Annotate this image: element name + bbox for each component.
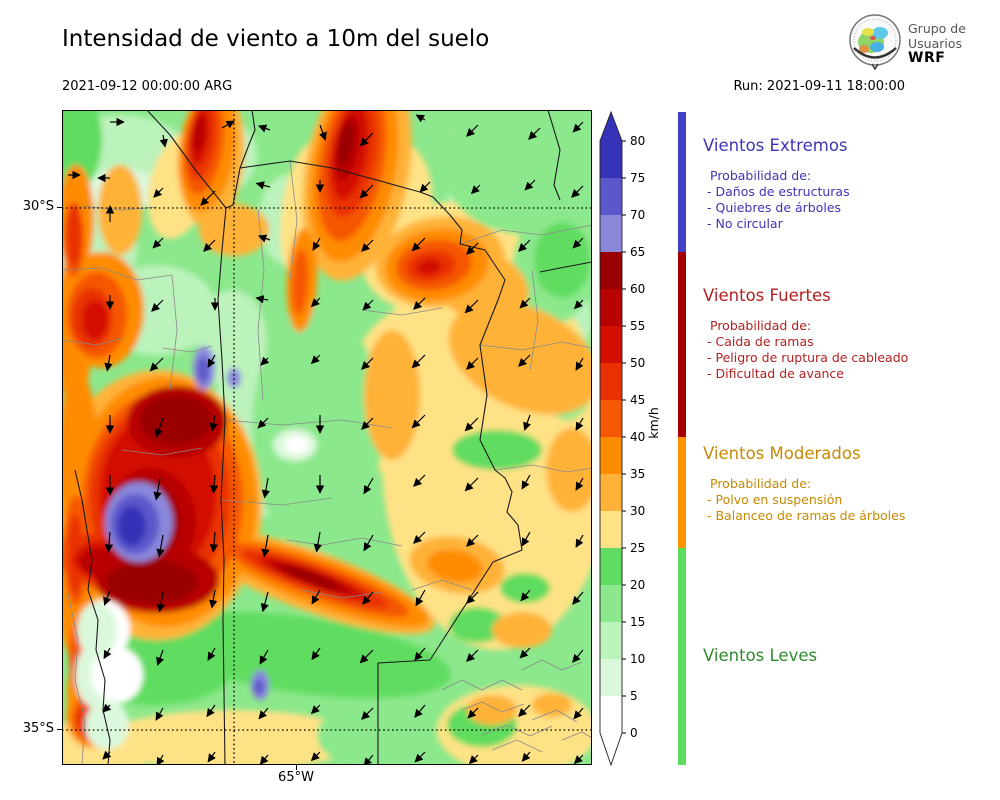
- legend-category-title: Vientos Leves: [703, 646, 818, 665]
- legend-probability-item: - Daños de estructuras: [707, 184, 850, 199]
- svg-text:50: 50: [630, 356, 645, 370]
- y-axis-tick: [57, 729, 62, 730]
- legend-category-title: Vientos Moderados: [703, 444, 861, 463]
- category-color-strip: [678, 112, 686, 765]
- wind-arrows-layer: [68, 114, 584, 767]
- x-axis-label-0: 65°W: [278, 770, 314, 785]
- wind-intensity-blobs: [22, 63, 612, 775]
- logo-line-2: Usuarios: [908, 36, 963, 51]
- legend-probability-item: - Dificultad de avance: [707, 366, 844, 381]
- legend-category-fuertes: Vientos Fuertes Probabilidad de: - Caida d…: [703, 286, 995, 382]
- graticule-gridlines: [62, 110, 592, 765]
- legend-probability-item: - Balanceo de ramas de árboles: [707, 508, 906, 523]
- category-strip-extremos: [678, 112, 686, 252]
- legend-category-probabilities: Probabilidad de: - Caida de ramas - Peligr…: [703, 318, 995, 382]
- logo-line-1: Grupo de: [908, 21, 966, 36]
- colorbar-unit-label: km/h: [646, 407, 661, 439]
- svg-text:70: 70: [630, 208, 645, 222]
- legend-category-probabilities: Probabilidad de: - Daños de estructuras - …: [703, 168, 995, 232]
- map-frame: [62, 110, 592, 765]
- svg-text:65: 65: [630, 245, 645, 259]
- svg-text:25: 25: [630, 541, 645, 555]
- valid-datetime: 2021-09-12 00:00:00 ARG: [62, 79, 233, 94]
- svg-text:75: 75: [630, 171, 645, 185]
- y-axis-label-1: 35°S: [22, 721, 54, 736]
- department-boundaries: [61, 160, 593, 766]
- x-axis-tick: [296, 765, 297, 770]
- wrf-logo-icon: [846, 12, 904, 71]
- wind-intensity-field: [22, 63, 612, 775]
- legend-probability-title: Probabilidad de:: [710, 168, 812, 183]
- svg-text:0: 0: [630, 726, 638, 740]
- legend-category-probabilities: Probabilidad de: - Polvo en suspensión - B…: [703, 476, 995, 524]
- run-datetime: Run: 2021-09-11 18:00:00: [733, 79, 905, 94]
- y-axis-tick: [57, 207, 62, 208]
- legend-probability-item: - Polvo en suspensión: [707, 492, 843, 507]
- svg-text:40: 40: [630, 430, 645, 444]
- wind-map: [22, 63, 612, 775]
- legend-category-title: Vientos Fuertes: [703, 286, 831, 305]
- svg-text:10: 10: [630, 652, 645, 666]
- svg-text:20: 20: [630, 578, 645, 592]
- category-strip-moderados: [678, 437, 686, 548]
- svg-text:80: 80: [630, 134, 645, 148]
- svg-text:30: 30: [630, 504, 645, 518]
- legend-probability-item: - Caida de ramas: [707, 334, 814, 349]
- svg-text:45: 45: [630, 393, 645, 407]
- legend-category-moderados: Vientos Moderados Probabilidad de: - Polvo…: [703, 444, 995, 524]
- svg-text:5: 5: [630, 689, 638, 703]
- colorbar: 0 5 10 15 20 25 30 35 40 45 50 55 60 65 70 75 80 km/h: [596, 108, 686, 776]
- svg-text:60: 60: [630, 282, 645, 296]
- category-strip-fuertes: [678, 252, 686, 437]
- svg-text:35: 35: [630, 467, 645, 481]
- legend-category-leves: Vientos Leves: [703, 646, 995, 665]
- legend-probability-item: - Peligro de ruptura de cableado: [707, 350, 909, 365]
- page-title: Intensidad de viento a 10m del suelo: [62, 26, 490, 52]
- legend-probability-title: Probabilidad de:: [710, 318, 812, 333]
- category-strip-leves: [678, 548, 686, 765]
- legend-probability-item: - Quiebres de árboles: [707, 200, 842, 215]
- legend-category-extremos: Vientos Extremos Probabilidad de: - Daños …: [703, 136, 995, 232]
- legend-probability-title: Probabilidad de:: [710, 476, 812, 491]
- legend-category-title: Vientos Extremos: [703, 136, 848, 155]
- logo-text: Grupo de Usuarios WRF: [908, 21, 966, 66]
- svg-text:15: 15: [630, 615, 645, 629]
- legend-probability-item: - No circular: [707, 216, 783, 231]
- y-axis-label-0: 30°S: [22, 199, 54, 214]
- logo-line-3: WRF: [908, 50, 946, 66]
- svg-text:55: 55: [630, 319, 645, 333]
